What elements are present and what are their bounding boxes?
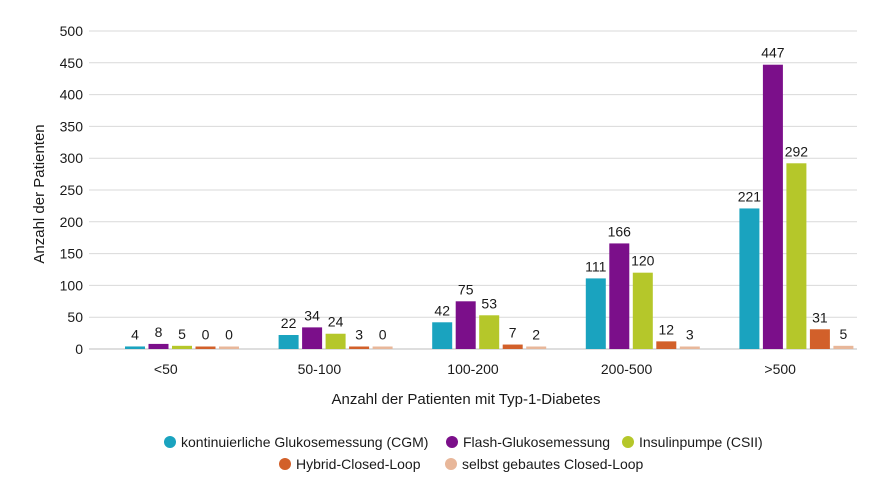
bar bbox=[809, 329, 830, 349]
bar bbox=[148, 343, 169, 349]
x-tick-labels: <50 50-100 100-200 200-500 >500 bbox=[154, 361, 796, 377]
data-label: 3 bbox=[355, 327, 363, 343]
bar bbox=[325, 333, 346, 349]
data-label: 0 bbox=[225, 327, 233, 343]
y-tick-label: 150 bbox=[60, 246, 84, 262]
data-label: 221 bbox=[738, 188, 762, 204]
bar bbox=[739, 208, 760, 349]
legend: kontinuierliche Glukosemessung (CGM) Flas… bbox=[164, 434, 763, 472]
data-label: 42 bbox=[434, 302, 450, 318]
bar bbox=[609, 243, 630, 349]
bar bbox=[349, 346, 370, 349]
data-label: 22 bbox=[281, 315, 297, 331]
y-tick-label: 400 bbox=[60, 87, 84, 103]
y-axis-title: Anzahl der Patienten bbox=[31, 124, 48, 263]
legend-marker bbox=[446, 436, 458, 448]
legend-label: selbst gebautes Closed-Loop bbox=[462, 456, 644, 472]
bar bbox=[632, 272, 653, 349]
y-tick-label: 0 bbox=[75, 341, 83, 357]
data-label: 12 bbox=[659, 321, 675, 337]
y-tick-label: 200 bbox=[60, 214, 84, 230]
legend-label: Insulinpumpe (CSII) bbox=[639, 434, 763, 450]
bar bbox=[526, 346, 547, 349]
data-label: 4 bbox=[131, 326, 139, 342]
y-tick-label: 250 bbox=[60, 182, 84, 198]
y-tick-label: 450 bbox=[60, 55, 84, 71]
data-label: 34 bbox=[304, 307, 320, 323]
grid-lines bbox=[89, 30, 857, 350]
data-label: 292 bbox=[785, 143, 809, 159]
bar bbox=[479, 315, 500, 349]
bar bbox=[432, 322, 453, 349]
data-label: 111 bbox=[585, 258, 606, 274]
data-label: 447 bbox=[761, 45, 785, 61]
bar bbox=[502, 344, 523, 349]
bar bbox=[219, 346, 239, 349]
data-label: 2 bbox=[532, 327, 540, 343]
legend-marker bbox=[445, 458, 457, 470]
bar bbox=[786, 163, 807, 349]
bar bbox=[762, 64, 783, 349]
data-label: 24 bbox=[328, 314, 344, 330]
data-label: 75 bbox=[458, 281, 474, 297]
bar bbox=[455, 301, 476, 349]
data-label: 0 bbox=[202, 327, 210, 343]
data-label: 0 bbox=[379, 327, 387, 343]
data-label: 53 bbox=[481, 295, 497, 311]
data-label: 31 bbox=[812, 309, 828, 325]
bar bbox=[172, 345, 192, 349]
y-tick-label: 50 bbox=[67, 309, 83, 325]
data-label: 5 bbox=[840, 326, 848, 342]
legend-label: kontinuierliche Glukosemessung (CGM) bbox=[181, 434, 428, 450]
bar bbox=[302, 327, 323, 349]
data-label: 7 bbox=[509, 325, 517, 341]
bars bbox=[125, 64, 854, 349]
x-axis-title: Anzahl der Patienten mit Typ-1-Diabetes bbox=[331, 391, 600, 408]
data-label: 5 bbox=[178, 326, 186, 342]
bar bbox=[372, 346, 393, 349]
bar bbox=[278, 335, 299, 349]
x-tick-label: 100-200 bbox=[447, 361, 499, 377]
x-tick-label: 50-100 bbox=[298, 361, 342, 377]
y-tick-label: 100 bbox=[60, 277, 84, 293]
y-tick-labels: 0 50 100 150 200 250 300 350 400 450 500 bbox=[60, 23, 84, 357]
legend-marker bbox=[622, 436, 634, 448]
legend-marker bbox=[164, 436, 176, 448]
bar bbox=[833, 345, 854, 349]
legend-label: Flash-Glukosemessung bbox=[463, 434, 610, 450]
x-tick-label: >500 bbox=[764, 361, 796, 377]
bar bbox=[679, 346, 700, 349]
legend-marker bbox=[279, 458, 291, 470]
data-label: 3 bbox=[686, 327, 694, 343]
data-label: 120 bbox=[631, 253, 655, 269]
y-tick-label: 500 bbox=[60, 23, 84, 39]
y-tick-label: 350 bbox=[60, 118, 84, 134]
data-label: 8 bbox=[155, 324, 163, 340]
data-label: 166 bbox=[608, 223, 632, 239]
bar bbox=[195, 346, 216, 349]
legend-label: Hybrid-Closed-Loop bbox=[296, 456, 421, 472]
x-tick-label: 200-500 bbox=[601, 361, 653, 377]
y-tick-label: 300 bbox=[60, 150, 84, 166]
bar bbox=[125, 346, 145, 349]
x-tick-label: <50 bbox=[154, 361, 178, 377]
bar bbox=[656, 341, 677, 349]
bar bbox=[585, 278, 606, 349]
